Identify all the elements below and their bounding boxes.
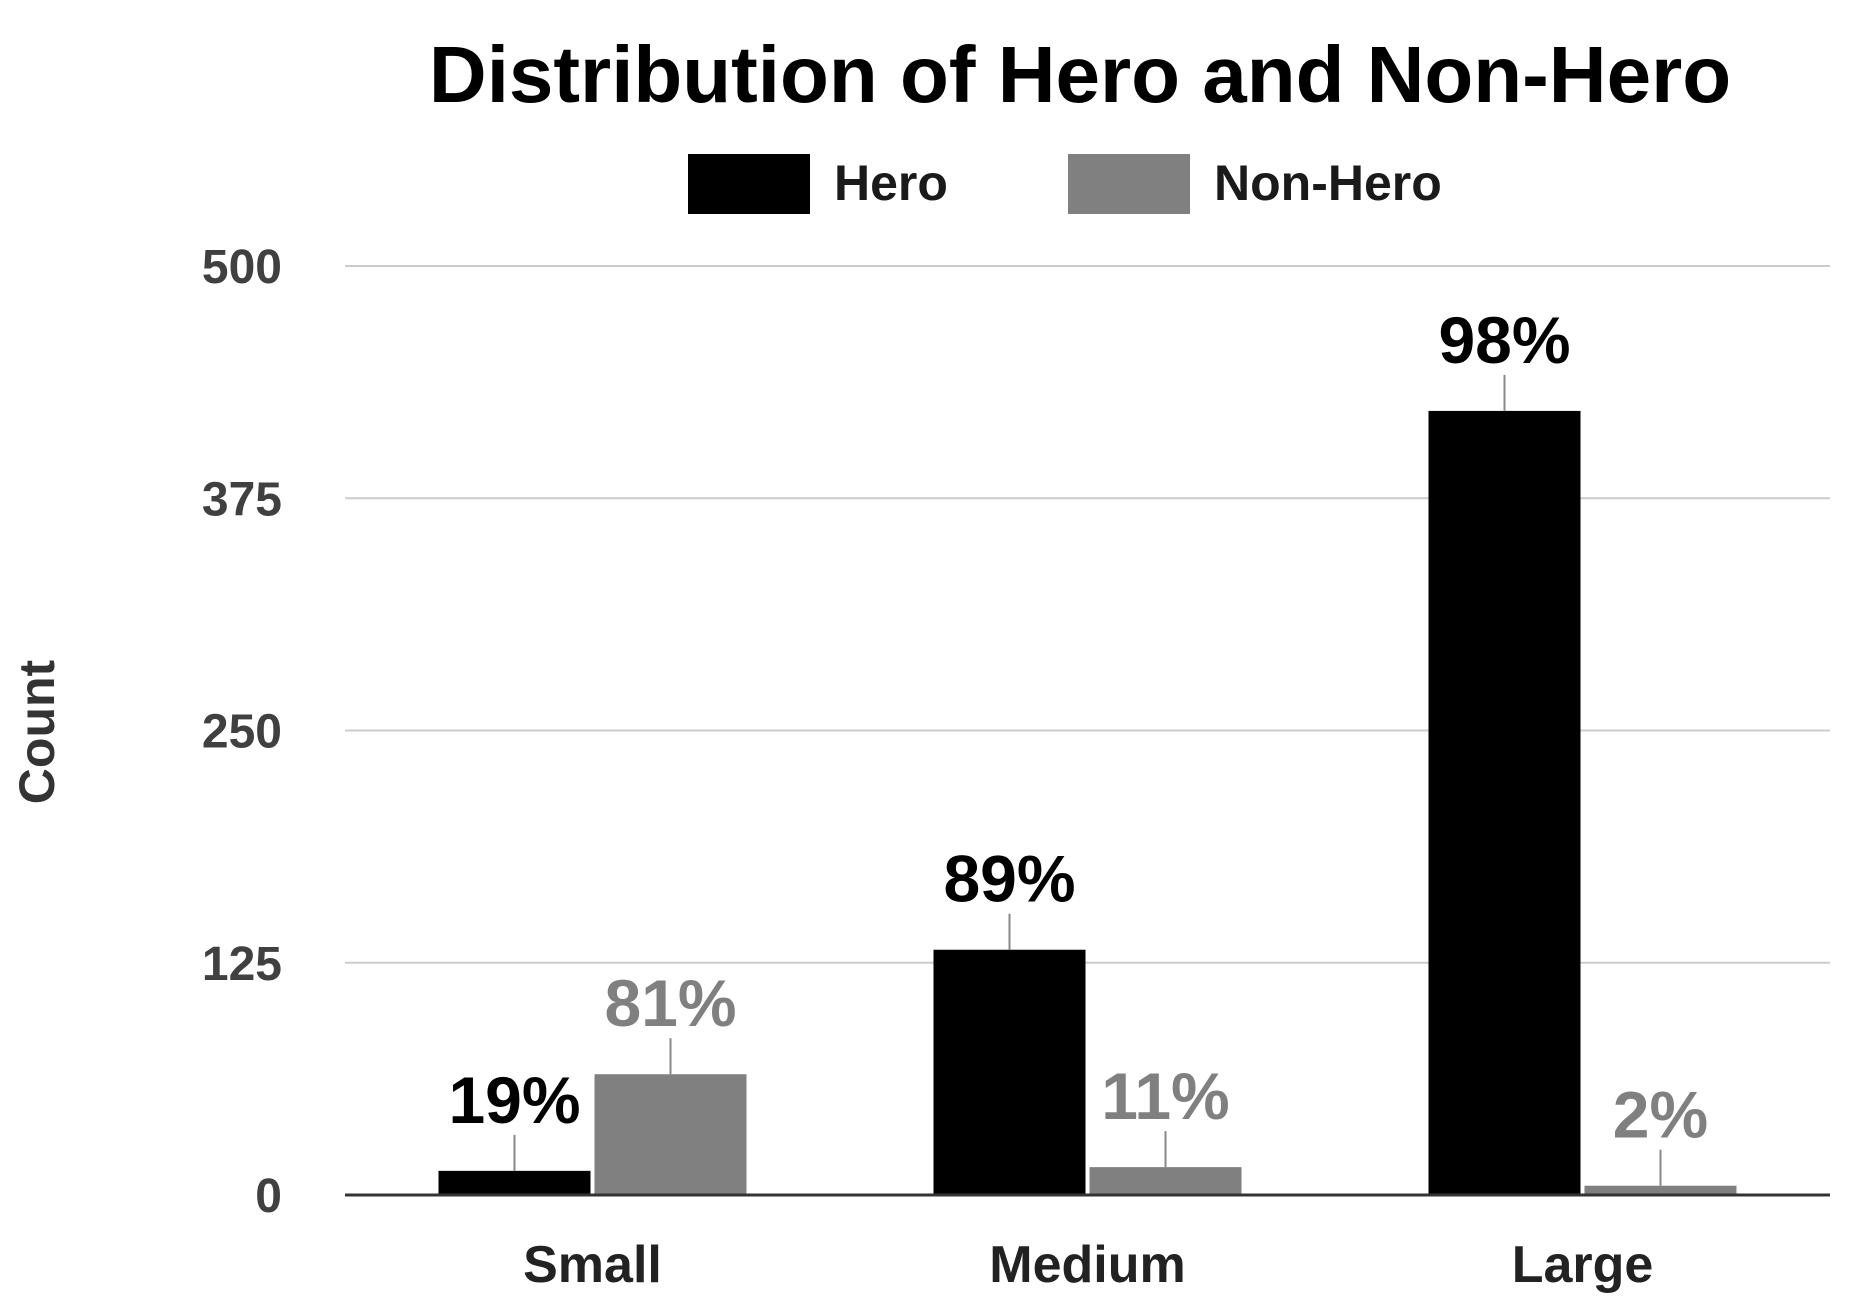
bar — [594, 1074, 747, 1195]
x-tick-label: Large — [1512, 1236, 1654, 1294]
grid-lines — [345, 265, 1830, 964]
y-tick-label: 125 — [202, 938, 282, 991]
bar — [1089, 1167, 1242, 1195]
x-tick-label: Medium — [989, 1236, 1185, 1294]
bar — [1584, 1185, 1737, 1195]
data-label: 2% — [1613, 1078, 1708, 1152]
legend-swatch-non-hero — [1068, 154, 1190, 214]
data-label: 81% — [604, 966, 736, 1040]
data-label: 98% — [1438, 303, 1570, 377]
data-label: 89% — [943, 842, 1075, 916]
y-tick-label: 375 — [202, 473, 282, 526]
bar — [933, 949, 1086, 1195]
y-tick-label: 250 — [202, 706, 282, 759]
bar — [438, 1170, 591, 1195]
bars — [438, 410, 1737, 1195]
x-tick-label: Small — [523, 1236, 662, 1294]
chart-title: Distribution of Hero and Non-Hero — [429, 30, 1731, 119]
legend-swatch-hero — [688, 154, 810, 214]
data-label: 19% — [448, 1063, 580, 1137]
legend: Hero Non-Hero — [688, 154, 1442, 214]
y-axis-label: Count — [9, 659, 65, 804]
legend-label-non-hero: Non-Hero — [1214, 155, 1442, 211]
data-label: 11% — [1101, 1059, 1229, 1133]
x-tick-labels: Small Medium Large — [523, 1236, 1653, 1294]
legend-label-hero: Hero — [834, 155, 948, 211]
bar — [1428, 410, 1581, 1195]
y-tick-label: 500 — [202, 241, 282, 294]
y-tick-label: 0 — [255, 1170, 282, 1223]
data-labels: 19% 81% 89% 11% 98% 2% — [448, 303, 1708, 1186]
y-tick-labels: 0 125 250 375 500 — [202, 241, 282, 1223]
